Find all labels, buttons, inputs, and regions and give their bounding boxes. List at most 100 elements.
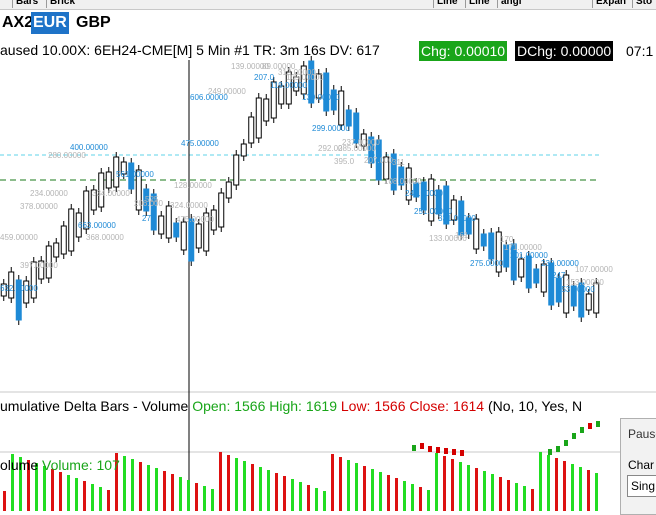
volume-bar <box>163 471 166 511</box>
candle-up <box>105 171 112 189</box>
candle-up <box>45 245 52 279</box>
price-label: 161 <box>455 231 469 240</box>
panel-chart-label: Char <box>628 458 655 472</box>
price-label: 207.000 <box>364 156 393 165</box>
volume-title: olume Volume: 107 <box>0 457 120 473</box>
delta-bar <box>444 448 448 454</box>
candle-up <box>315 73 322 99</box>
candle-up <box>270 81 277 119</box>
price-label: 133.00000 <box>429 234 467 243</box>
candle-up <box>428 178 435 222</box>
candle-down <box>443 185 450 225</box>
volume-bar <box>187 480 190 511</box>
candle-down <box>375 139 382 181</box>
candle-up <box>53 242 60 258</box>
cumulative-delta-name: umulative Delta Bars - Volume <box>0 398 189 414</box>
candle-up <box>240 143 247 157</box>
candle-down <box>15 279 22 321</box>
candle-down <box>458 200 465 236</box>
candle-down <box>480 233 487 247</box>
volume-bar <box>451 459 454 511</box>
candle-down <box>345 109 352 127</box>
candle-down <box>323 72 330 112</box>
candle-up <box>23 280 30 304</box>
currency-gbp-button[interactable]: GBP <box>76 14 111 31</box>
price-label: 334.00000 <box>92 189 130 198</box>
line-button-2[interactable]: Line <box>465 0 493 8</box>
price-label: 105.00000 <box>286 73 324 82</box>
bars-button[interactable]: Bars <box>12 0 41 8</box>
price-label: 207.0 <box>254 73 275 82</box>
angle-button[interactable]: angl <box>497 0 525 8</box>
volume-bar <box>131 459 134 511</box>
price-label: 247 <box>552 271 566 280</box>
volume-bar <box>339 457 342 511</box>
currency-ax2-button[interactable]: AX2 <box>2 14 34 31</box>
price-label: 459.00000 <box>0 233 38 242</box>
price-label: 378.00000 <box>20 202 58 211</box>
expand-button[interactable]: Expan <box>592 0 629 8</box>
candle-up <box>278 85 285 105</box>
low-value: Low: 1566 <box>340 398 406 414</box>
candle-up <box>450 199 457 221</box>
volume-bar <box>107 490 110 511</box>
price-label: 171.00000 <box>504 243 542 252</box>
candle-down <box>420 181 427 211</box>
delta-bar <box>572 433 576 439</box>
delta-bar <box>436 447 440 453</box>
volume-name: olume <box>0 457 39 473</box>
volume-bar <box>123 456 126 511</box>
candle-down <box>308 60 315 104</box>
volume-bar <box>427 490 430 511</box>
volume-bar <box>363 466 366 511</box>
volume-bar <box>331 454 334 511</box>
candle-up <box>593 282 600 314</box>
price-label: 119.00000 <box>270 81 308 90</box>
volume-bar <box>19 457 22 511</box>
currency-eur-button[interactable]: EUR <box>31 12 69 34</box>
price-label: 475.00000 <box>181 139 219 148</box>
candle-up <box>68 208 75 252</box>
volume-bar <box>219 452 222 511</box>
stop-button[interactable]: Sto <box>632 0 655 8</box>
candle-down <box>570 285 577 307</box>
delta-bar <box>412 445 416 451</box>
price-label: 400.00000 <box>70 143 108 152</box>
chart-select[interactable]: Sing <box>627 475 656 497</box>
volume-bar <box>371 469 374 511</box>
volume-bar <box>27 460 30 511</box>
candle-up <box>203 212 210 252</box>
delta-bar <box>580 427 584 433</box>
candle-up <box>518 258 525 278</box>
volume-bar <box>539 452 542 511</box>
candle-up <box>195 223 202 249</box>
price-label: 128.00000 <box>174 181 212 190</box>
price-label: 153.00000 <box>566 278 604 287</box>
volume-bar <box>67 475 70 511</box>
volume-bar <box>51 469 54 511</box>
price-label: 234.00000 <box>30 189 68 198</box>
candle-down <box>435 189 442 215</box>
volume-bar <box>395 478 398 511</box>
candle-down <box>503 244 510 268</box>
open-value: Open: 1566 <box>192 398 266 414</box>
price-label: 249.00000 <box>208 87 246 96</box>
volume-value: Volume: 107 <box>42 457 120 473</box>
volume-bar <box>355 463 358 511</box>
price-label: 139.00000 <box>302 93 340 102</box>
price-label: 606.00000 <box>190 93 228 102</box>
line-button[interactable]: Line <box>433 0 461 8</box>
high-value: High: 1619 <box>269 398 337 414</box>
candle-up <box>360 133 367 147</box>
candle-down <box>150 193 157 231</box>
price-label: 395.0 <box>334 157 355 166</box>
candle-up <box>158 215 165 235</box>
price-label: 525 <box>145 195 159 204</box>
brick-button[interactable]: Brick <box>46 0 78 8</box>
candle-up <box>8 271 15 299</box>
volume-bar <box>195 483 198 511</box>
volume-bar <box>251 464 254 511</box>
price-label: 237.00000 <box>342 138 380 147</box>
